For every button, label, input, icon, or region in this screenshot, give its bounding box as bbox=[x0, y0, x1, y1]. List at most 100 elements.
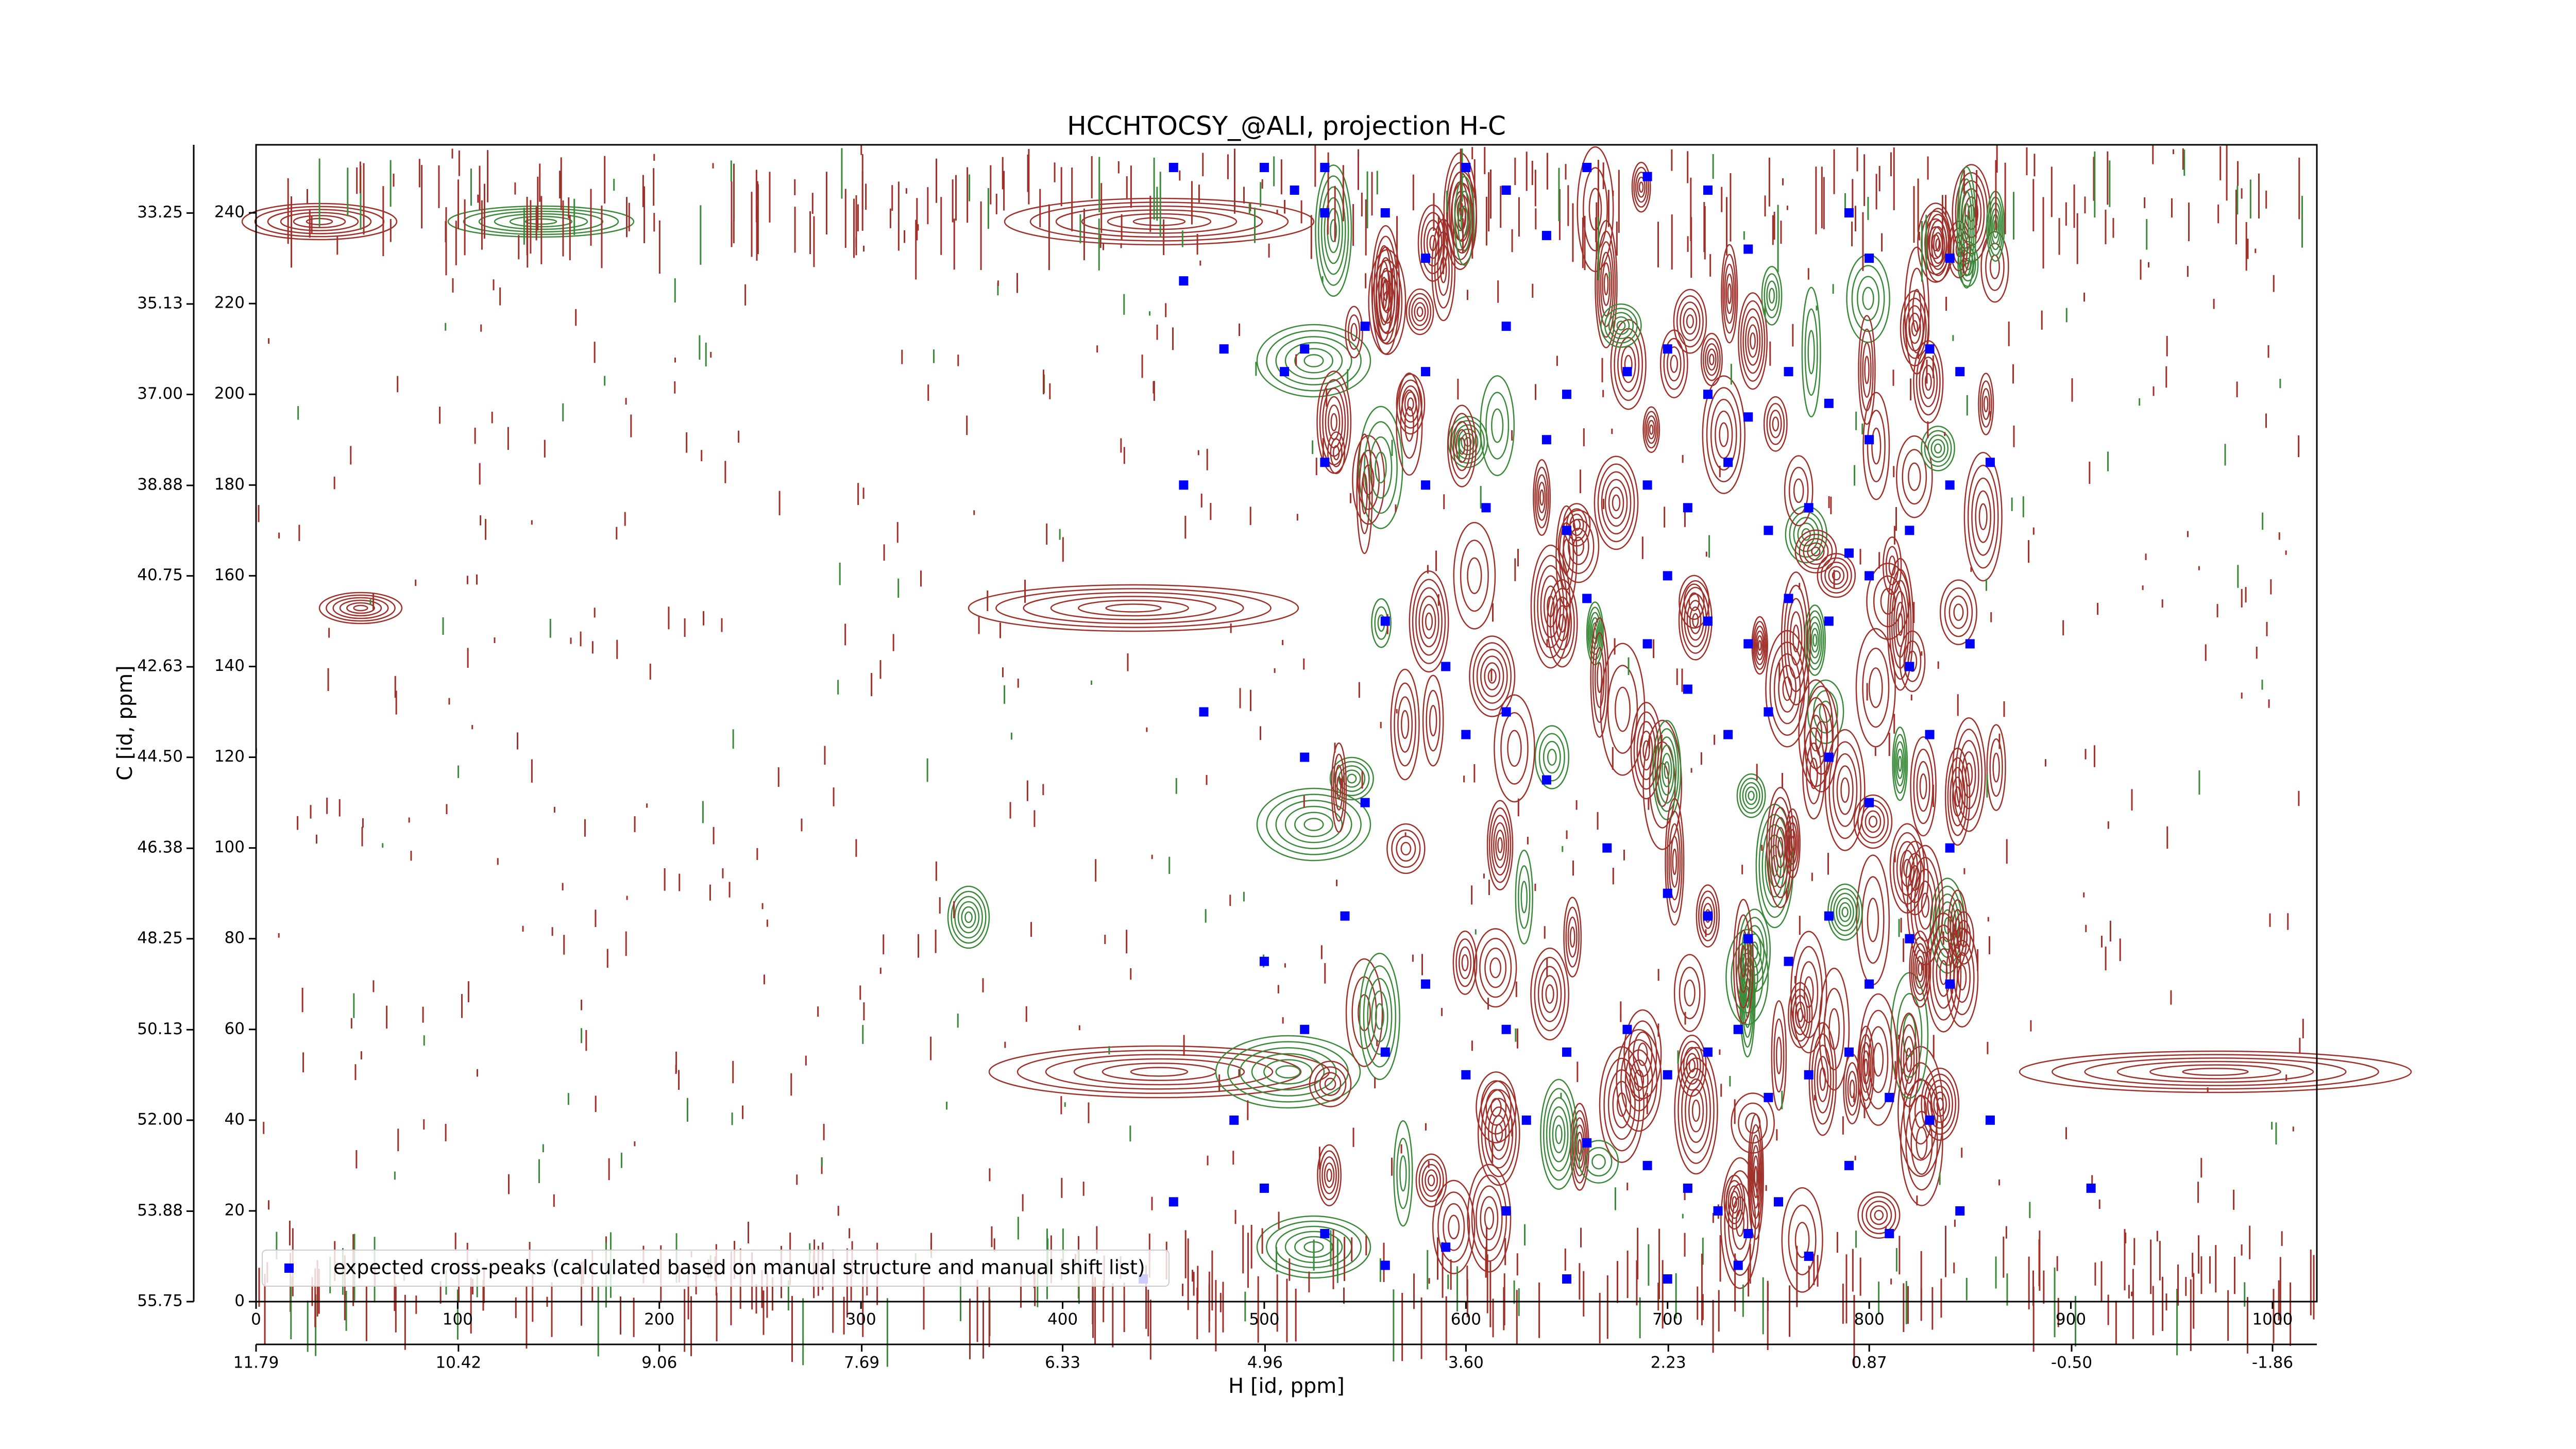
contour bbox=[1936, 1098, 1944, 1111]
contour bbox=[1700, 897, 1716, 935]
contour bbox=[1930, 1085, 1950, 1123]
contour bbox=[1612, 316, 1630, 335]
cross-peak bbox=[1320, 1228, 1330, 1238]
contour bbox=[1735, 1209, 1745, 1237]
contour bbox=[1960, 190, 1973, 265]
contour bbox=[1432, 1180, 1476, 1274]
y-tick-label: 240 bbox=[214, 203, 245, 222]
contour bbox=[1903, 1062, 1939, 1161]
contour bbox=[1396, 1137, 1410, 1209]
contour bbox=[1828, 741, 1861, 839]
contour bbox=[1409, 570, 1449, 673]
contour bbox=[1773, 817, 1788, 879]
cross-peak bbox=[1865, 798, 1874, 807]
cross-peak bbox=[1733, 1260, 1743, 1270]
contour bbox=[1275, 1065, 1301, 1079]
contour bbox=[1700, 332, 1723, 386]
contour bbox=[1472, 642, 1512, 711]
contour bbox=[1828, 1008, 1840, 1050]
contour bbox=[1303, 354, 1324, 367]
contour bbox=[1859, 1034, 1873, 1101]
contour bbox=[1578, 1140, 1619, 1184]
contour bbox=[1476, 649, 1508, 704]
contour bbox=[1907, 650, 1918, 672]
contour bbox=[1557, 510, 1600, 583]
contour bbox=[1487, 1106, 1510, 1160]
contour bbox=[1480, 655, 1504, 697]
contour bbox=[1744, 786, 1758, 805]
contour bbox=[1550, 587, 1575, 659]
contour bbox=[1294, 812, 1333, 837]
contour bbox=[1863, 1009, 1893, 1110]
contour bbox=[1810, 628, 1819, 653]
cross-peak bbox=[1421, 254, 1431, 263]
cross-peak bbox=[1290, 186, 1299, 195]
contour bbox=[1380, 267, 1391, 312]
contour bbox=[2182, 1068, 2249, 1076]
contour bbox=[1484, 1207, 1494, 1230]
contour bbox=[1921, 426, 1955, 471]
contour bbox=[1251, 1053, 1325, 1091]
contour bbox=[1909, 930, 1931, 1008]
contour bbox=[1924, 430, 1952, 467]
contour bbox=[1375, 1003, 1384, 1030]
contour bbox=[1809, 757, 1818, 789]
contour bbox=[1962, 203, 1971, 252]
cross-peak bbox=[1945, 480, 1955, 490]
contour bbox=[1799, 961, 1819, 1023]
contour bbox=[1921, 892, 1930, 918]
contour bbox=[1807, 542, 1825, 561]
contour bbox=[1755, 630, 1765, 661]
contour bbox=[1364, 421, 1398, 514]
contour bbox=[1616, 321, 1626, 331]
contour bbox=[1467, 1164, 1512, 1273]
cross-peak bbox=[1501, 1024, 1511, 1034]
cross-peak bbox=[1280, 367, 1290, 377]
x2-tick-label: 9.06 bbox=[641, 1354, 677, 1372]
contour bbox=[1817, 553, 1856, 598]
contour bbox=[1101, 1063, 1217, 1081]
contour bbox=[1766, 402, 1785, 445]
contour bbox=[1452, 930, 1478, 995]
x-tick-label: 900 bbox=[2056, 1310, 2086, 1329]
contour bbox=[1563, 897, 1582, 978]
contour bbox=[1371, 598, 1392, 648]
contour bbox=[2116, 1060, 2314, 1083]
contour bbox=[1324, 197, 1343, 264]
contour bbox=[1415, 1153, 1447, 1207]
contour bbox=[1600, 643, 1646, 776]
contour bbox=[1391, 829, 1421, 868]
contour bbox=[1594, 456, 1639, 550]
contour bbox=[1577, 146, 1614, 273]
cross-peak bbox=[1441, 1242, 1451, 1252]
y2-tick-label: 55.75 bbox=[137, 1292, 183, 1310]
data-layer bbox=[1139, 163, 2096, 1284]
contour bbox=[1781, 1187, 1823, 1293]
y2-tick-label: 46.38 bbox=[137, 838, 183, 857]
cross-peak bbox=[1723, 730, 1733, 739]
contour bbox=[1538, 733, 1565, 782]
contour bbox=[1636, 721, 1656, 780]
contour bbox=[1696, 884, 1720, 948]
contour bbox=[1371, 225, 1400, 355]
contour bbox=[1647, 419, 1655, 440]
contour bbox=[1275, 800, 1352, 849]
contour bbox=[1023, 592, 1244, 625]
contour bbox=[1594, 647, 1605, 708]
contour bbox=[1414, 302, 1426, 322]
contour bbox=[1873, 1042, 1884, 1077]
contour bbox=[1922, 365, 1935, 399]
contour bbox=[1924, 218, 1947, 267]
cross-peak bbox=[1865, 979, 1874, 989]
contour bbox=[1867, 898, 1879, 942]
contour bbox=[1707, 348, 1717, 371]
contour bbox=[1794, 529, 1837, 574]
contour bbox=[1919, 357, 1938, 408]
contour bbox=[1967, 464, 1999, 569]
contour bbox=[1927, 1080, 1954, 1129]
contour bbox=[1896, 993, 1923, 1078]
y-tick-label: 40 bbox=[225, 1110, 245, 1128]
cross-peak bbox=[1501, 1206, 1511, 1216]
contour bbox=[947, 885, 990, 949]
contour bbox=[1744, 316, 1761, 366]
